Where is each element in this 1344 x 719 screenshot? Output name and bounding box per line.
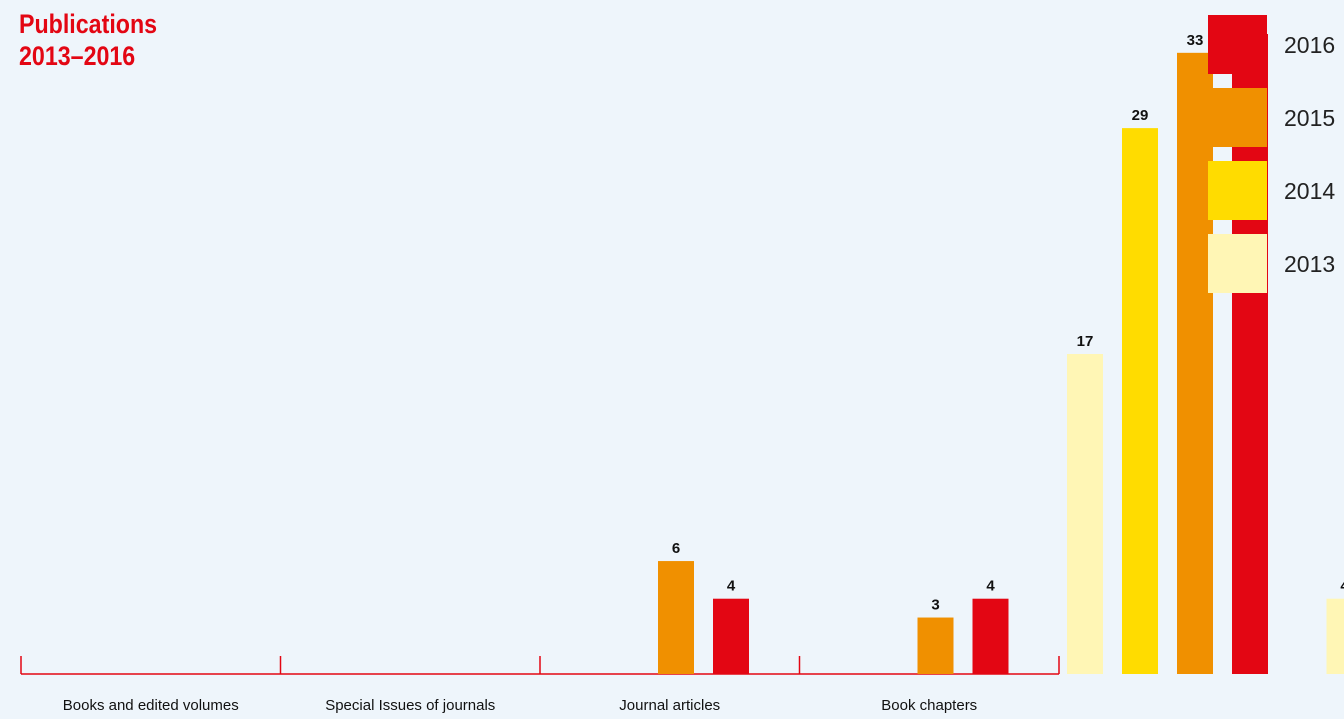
legend-label: 2016 [1284,32,1335,58]
bar-2014-3 [1122,128,1158,674]
chart-subtitle: 2013–2016 [19,41,136,71]
chart-title: Publications [19,9,158,39]
bar-value-label: 3 [931,597,939,614]
bar-value-label: 4 [727,578,736,595]
x-category-label: Books and edited volumes [63,697,239,714]
bar-2013-3 [1067,354,1103,674]
legend-label: 2013 [1284,251,1335,277]
bar-value-label: 6 [672,540,680,557]
legend-label: 2014 [1284,178,1335,204]
bar-2015-2 [917,617,954,674]
legend-label: 2015 [1284,105,1335,131]
bar-value-label: 4 [1340,578,1344,595]
legend-swatch-2016 [1208,15,1267,74]
x-category-label: Book chapters [881,697,977,714]
x-category-label: Journal articles [619,697,720,714]
bar-2013-4 [1326,598,1344,674]
legend-swatch-2014 [1208,161,1267,220]
bar-value-label: 33 [1187,32,1204,49]
bar-value-label: 17 [1077,333,1094,350]
bar-value-label: 29 [1132,107,1149,124]
bar-2015-3 [1177,52,1213,674]
x-category-label: Special Issues of journals [325,697,495,714]
bar-value-label: 4 [986,578,995,595]
legend-swatch-2015 [1208,88,1267,147]
chart-title-block: Publications 2013–2016 [19,8,157,72]
bar-2016-2 [972,598,1009,674]
bar-2015-1 [658,561,694,674]
bar-2016-1 [713,598,749,674]
legend-swatch-2013 [1208,234,1267,293]
